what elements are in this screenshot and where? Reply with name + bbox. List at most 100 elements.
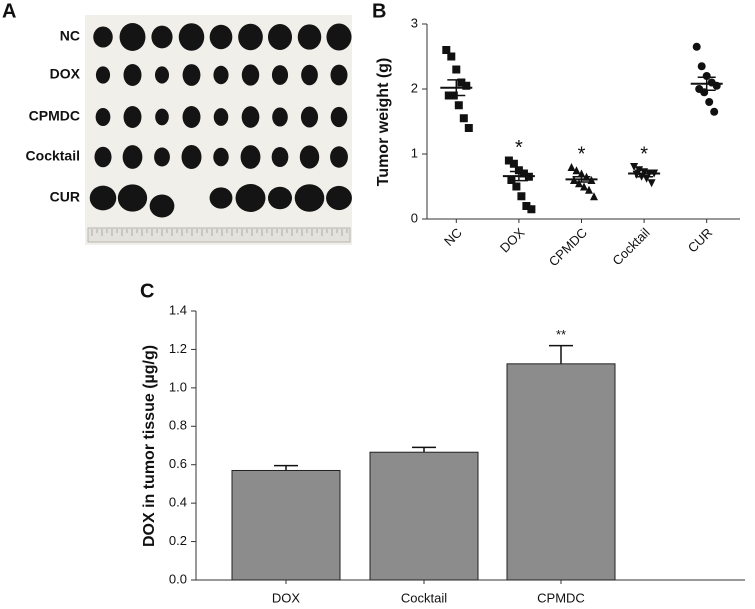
tumor	[123, 106, 142, 128]
tumor	[241, 106, 260, 128]
data-point	[572, 166, 581, 175]
bar	[231, 469, 341, 581]
tumor	[330, 64, 348, 86]
tumor	[209, 187, 233, 209]
data-point	[630, 163, 639, 171]
tumor	[267, 186, 293, 210]
significance-mark: *	[515, 137, 523, 159]
y-tick-label: 1	[411, 145, 418, 160]
tumor	[294, 184, 325, 212]
y-tick-label: 1.2	[169, 341, 187, 356]
x-tick-label: Cocktail	[401, 590, 447, 605]
row-label: Cocktail	[26, 148, 80, 164]
tumor	[119, 23, 146, 51]
error-bar	[274, 464, 298, 471]
ruler	[87, 227, 351, 243]
x-tick-label: CUR	[685, 225, 716, 256]
tumor	[271, 65, 289, 85]
y-tick-label: 0.2	[169, 533, 187, 548]
tumor	[241, 64, 260, 86]
data-point	[647, 179, 656, 188]
tumor	[235, 184, 266, 212]
y-tick-label: 1.0	[169, 379, 187, 394]
tumor	[95, 107, 111, 127]
data-point	[504, 156, 513, 165]
tumor	[94, 146, 112, 168]
y-tick-label: 0.6	[169, 456, 187, 471]
data-point	[580, 182, 588, 191]
tumor	[326, 23, 352, 51]
y-tick-label: 0.0	[169, 571, 187, 586]
tumor	[123, 64, 142, 86]
x-tick-label: NC	[441, 225, 465, 249]
x-tick-label: CPMDC	[537, 590, 585, 605]
data-point	[442, 46, 451, 54]
y-tick-label: 3	[411, 15, 418, 30]
row-label: CUR	[50, 189, 80, 205]
tumor	[272, 107, 288, 127]
tumor	[151, 25, 173, 49]
panel-letter: C	[140, 280, 154, 302]
data-point	[527, 205, 536, 214]
error-bar	[549, 344, 573, 364]
panel-letter: B	[372, 0, 386, 22]
row-label: DOX	[50, 66, 81, 82]
tumor	[149, 194, 175, 218]
data-point	[522, 202, 531, 210]
panel-letter: A	[2, 0, 16, 22]
tumor-photo	[89, 23, 352, 236]
bar	[369, 451, 479, 581]
tumor	[93, 26, 113, 48]
y-axis-label: Tumor weight (g)	[375, 58, 392, 187]
data-point	[705, 98, 714, 106]
x-tick-label: DOX	[497, 225, 528, 256]
tumor	[117, 184, 148, 212]
data-point	[459, 114, 468, 123]
x-tick-label: CPMDC	[546, 225, 590, 269]
data-point	[692, 42, 701, 51]
tumor	[182, 106, 201, 128]
error-bar	[697, 76, 716, 92]
tumor	[89, 185, 117, 211]
y-tick-label: 1.4	[169, 302, 187, 317]
tumor	[182, 64, 201, 86]
data-point	[577, 169, 586, 178]
data-point	[590, 192, 598, 201]
significance-mark: **	[556, 327, 566, 342]
data-point	[519, 169, 528, 178]
data-point	[517, 192, 526, 201]
tumor	[330, 106, 348, 128]
tumor	[155, 108, 169, 126]
y-tick-label: 2	[411, 80, 418, 95]
x-tick-label: Cocktail	[609, 225, 652, 268]
tumor	[330, 146, 348, 168]
y-tick-label: 0.4	[169, 495, 187, 510]
error-bar	[572, 176, 591, 183]
data-point	[452, 65, 461, 74]
data-point	[447, 52, 456, 61]
y-tick-label: 0.8	[169, 418, 187, 433]
x-tick-label: DOX	[272, 590, 301, 605]
data-point	[567, 163, 576, 171]
tumor	[209, 24, 233, 50]
error-bar	[412, 446, 436, 453]
data-point	[697, 62, 706, 71]
tumor	[271, 146, 289, 168]
row-label: CPMDC	[29, 108, 80, 124]
data-point	[575, 179, 583, 188]
tumor	[326, 185, 352, 211]
tumor	[213, 108, 229, 126]
data-point	[462, 81, 471, 90]
tumor	[297, 24, 322, 50]
tumor	[299, 145, 320, 169]
tumor	[267, 24, 293, 50]
tumor	[301, 64, 318, 86]
bar	[506, 363, 616, 581]
significance-mark: *	[640, 143, 648, 165]
tumor	[122, 145, 143, 169]
error-bar	[509, 170, 528, 182]
y-tick-label: 0	[411, 210, 418, 225]
tumor	[181, 145, 202, 169]
error-bar	[635, 169, 654, 178]
significance-mark: *	[578, 143, 586, 165]
